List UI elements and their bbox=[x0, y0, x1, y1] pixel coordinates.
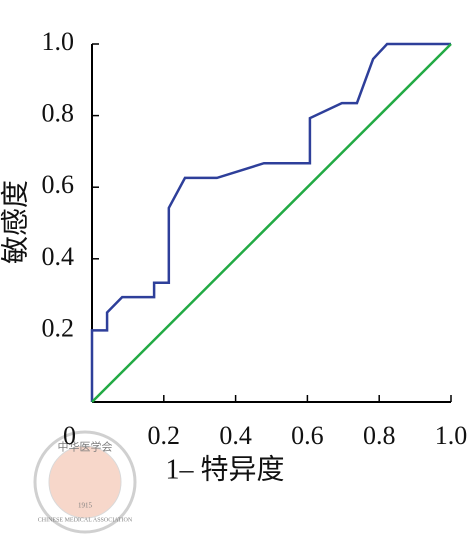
y-axis-label: 敏感度 bbox=[0, 180, 31, 264]
logo-en: CHINESE MEDICAL ASSOCIATION bbox=[38, 517, 133, 523]
x-tick-label: 0 bbox=[63, 421, 76, 450]
y-tick-label: 1.0 bbox=[42, 27, 75, 56]
y-tick-label: 0.4 bbox=[42, 242, 75, 271]
logo-cn: 中华医学会 bbox=[58, 440, 113, 454]
x-tick-label: 0.2 bbox=[148, 421, 181, 450]
watermark: 中华医学会 CHINESE MEDICAL ASSOCIATION 1915 bbox=[33, 430, 137, 534]
x-tick-label: 0.6 bbox=[291, 421, 324, 450]
x-tick-label: 0.4 bbox=[219, 421, 252, 450]
logo-year: 1915 bbox=[78, 502, 93, 510]
logo-center bbox=[48, 445, 122, 519]
x-tick-label: 1.0 bbox=[435, 421, 468, 450]
roc-line bbox=[91, 43, 452, 403]
logo-ring bbox=[33, 430, 137, 534]
y-tick-label: 0.6 bbox=[42, 170, 75, 199]
x-tick-label: 0.8 bbox=[363, 421, 396, 450]
y-tick-label: 0.8 bbox=[42, 99, 75, 128]
roc-line bbox=[90, 42, 451, 402]
x-axis-label: 1– 特异度 bbox=[165, 453, 284, 485]
y-tick-label: 0.2 bbox=[42, 313, 75, 342]
